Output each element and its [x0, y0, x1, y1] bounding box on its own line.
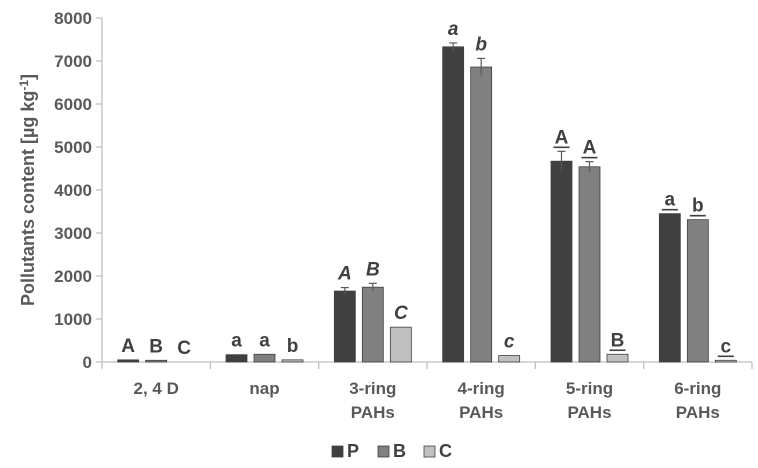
y-tick-label: 3000: [54, 224, 92, 243]
significance-letter: B: [366, 259, 380, 280]
significance-letter: a: [259, 330, 270, 351]
bar-p: [333, 290, 356, 363]
significance-letter: B: [611, 330, 625, 351]
x-category-label-line: 6-ring: [674, 379, 721, 398]
legend-swatch-p: [331, 445, 344, 458]
significance-letter: a: [665, 190, 676, 211]
bar-p: [658, 213, 681, 363]
bar-b: [470, 66, 493, 363]
significance-letter: A: [555, 127, 569, 148]
legend-swatch-b: [377, 445, 390, 458]
significance-letter: c: [504, 332, 515, 353]
significance-letter: A: [121, 336, 135, 357]
bar-b: [361, 286, 384, 363]
x-category-label-line: PAHs: [459, 403, 503, 422]
y-axis: 0 1000 2000 3000 4000 5000 6000 7000 8000: [54, 9, 103, 372]
x-category-label-line: 4-ring: [458, 379, 505, 398]
significance-letter: a: [231, 331, 242, 352]
x-category-label-line: 2, 4 D: [133, 379, 178, 398]
y-axis-label-end: ]: [18, 74, 38, 80]
y-tick-label: 8000: [54, 9, 92, 28]
significance-letter: B: [149, 336, 163, 357]
significance-letter: a: [448, 19, 459, 40]
bars-layer: [117, 42, 737, 363]
bar-p: [442, 46, 465, 363]
x-category-label-line: PAHs: [676, 403, 720, 422]
svg-text:Pollutants content [µg kg-1]: Pollutants content [µg kg-1]: [17, 74, 38, 306]
x-category-label: nap: [249, 379, 279, 398]
significance-letter: C: [394, 303, 408, 324]
x-category-label: 2, 4 D: [133, 379, 178, 398]
significance-letter: b: [692, 196, 704, 217]
y-tick-label: 1000: [54, 310, 92, 329]
y-axis-label: Pollutants content [µg kg-1]: [17, 74, 38, 306]
x-category-label: 4-ring PAHs: [458, 379, 505, 422]
bar-p: [225, 354, 248, 363]
x-category-label-line: 5-ring: [566, 379, 613, 398]
y-tick-label: 0: [83, 353, 92, 372]
significance-letter: A: [583, 138, 597, 159]
legend-label-c: C: [439, 441, 452, 461]
legend-label-b: B: [393, 441, 406, 461]
bar-b: [253, 353, 276, 363]
significance-letter: c: [721, 336, 732, 357]
significance-letter: b: [287, 336, 299, 357]
significance-letter: C: [177, 338, 191, 359]
bar-c: [714, 359, 737, 363]
x-category-label: 6-ring PAHs: [674, 379, 721, 422]
legend-label-p: P: [347, 441, 359, 461]
y-axis-label-text: Pollutants content [µg kg: [18, 91, 38, 306]
x-category-label: 5-ring PAHs: [566, 379, 613, 422]
bar-c: [281, 359, 304, 363]
bar-p: [550, 160, 573, 363]
x-category-label: 3-ring PAHs: [349, 379, 396, 422]
bar-b: [686, 219, 709, 363]
y-tick-label: 4000: [54, 181, 92, 200]
significance-letter: A: [337, 264, 352, 285]
x-category-label-line: PAHs: [567, 403, 611, 422]
bar-c: [606, 353, 629, 363]
bar-c: [389, 326, 412, 363]
x-category-label-line: 3-ring: [349, 379, 396, 398]
x-category-label-line: PAHs: [351, 403, 395, 422]
bar-b: [578, 166, 601, 363]
significance-letter: b: [475, 34, 487, 55]
bar-b: [145, 359, 168, 363]
bar-c: [498, 355, 521, 363]
bar-p: [117, 359, 140, 363]
y-axis-label-superscript: -1: [17, 80, 31, 91]
x-category-label-line: nap: [249, 379, 279, 398]
legend-swatch-c: [423, 445, 436, 458]
y-tick-label: 7000: [54, 52, 92, 71]
y-tick-label: 6000: [54, 95, 92, 114]
y-tick-label: 5000: [54, 138, 92, 157]
y-tick-label: 2000: [54, 267, 92, 286]
